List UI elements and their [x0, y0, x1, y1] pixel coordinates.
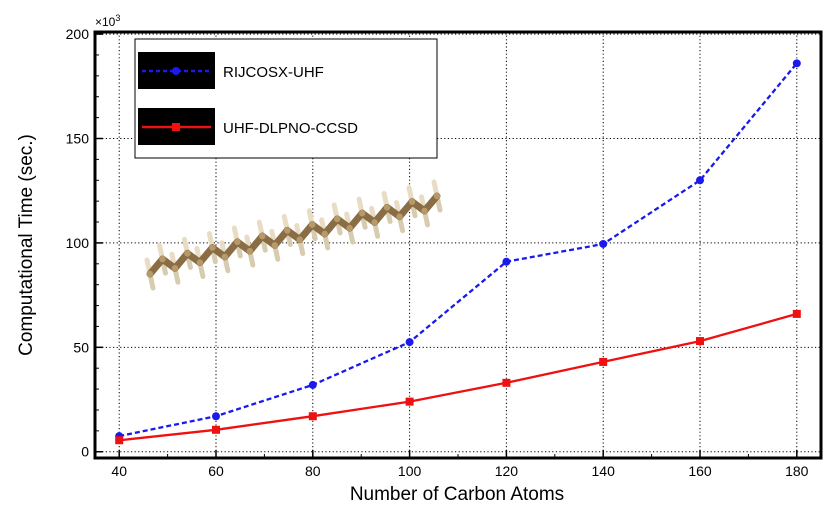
x-tick-label: 180 [785, 463, 809, 479]
x-tick-label: 160 [688, 463, 712, 479]
legend: RIJCOSX-UHF UHF-DLPNO-CCSD [134, 38, 438, 159]
molecule-carbon [146, 270, 154, 278]
legend-marker-dlpno [172, 123, 180, 131]
axis-ticks: 40 60 80 100 120 140 160 180 0 50 100 150 200 [66, 26, 809, 479]
molecule-carbon [259, 232, 266, 240]
molecule-carbon [221, 253, 229, 260]
y-multiplier-label: ×103 [95, 13, 120, 29]
molecule-carbon [383, 204, 391, 211]
data-point [696, 337, 704, 346]
y-tick-label: 100 [66, 235, 90, 251]
molecule-carbon [333, 215, 341, 223]
legend-label-rijcosx: RIJCOSX-UHF [223, 64, 324, 81]
data-point [599, 357, 608, 366]
molecule-carbon [321, 230, 328, 238]
data-point [308, 412, 317, 421]
x-tick-label: 100 [398, 463, 422, 479]
molecule-carbon [246, 247, 254, 255]
data-point [405, 338, 414, 347]
x-tick-label: 60 [208, 463, 224, 479]
data-point [502, 378, 511, 387]
molecule-carbon [296, 236, 303, 243]
data-point [502, 257, 511, 266]
molecule-carbon [396, 213, 403, 220]
data-point [696, 176, 704, 185]
legend-marker-rijcosx [172, 67, 180, 75]
data-point [792, 59, 801, 68]
molecule-carbon [234, 238, 241, 246]
data-point [405, 397, 414, 406]
molecule-carbon [346, 224, 353, 232]
x-tick-label: 120 [495, 463, 519, 479]
molecule-bond [421, 192, 441, 215]
molecule-carbon [371, 219, 378, 226]
data-point [792, 309, 801, 318]
alkane-chain-molecule [144, 179, 443, 291]
molecule-carbon [209, 244, 216, 251]
molecule-carbon [309, 221, 316, 228]
x-tick-label: 40 [111, 463, 127, 479]
molecule-carbon [271, 242, 278, 249]
series-line-uhf-dlpno-ccsd [119, 312, 798, 442]
series-layer [115, 59, 801, 445]
molecule-carbon [184, 250, 191, 257]
data-point [115, 436, 124, 445]
molecule-carbon [196, 259, 204, 266]
data-point [308, 380, 317, 389]
x-tick-label: 80 [305, 463, 321, 479]
molecule-carbon [159, 255, 166, 263]
y-tick-label: 200 [66, 26, 90, 42]
x-axis-title: Number of Carbon Atoms [350, 484, 564, 505]
molecule-carbon [358, 210, 366, 217]
y-tick-label: 0 [81, 444, 89, 460]
molecule-carbon [408, 198, 416, 205]
molecule-carbon [171, 265, 179, 272]
molecule-carbon [433, 192, 441, 200]
y-tick-label: 150 [66, 131, 90, 147]
series-line-rijcosx-uhf [118, 62, 798, 438]
y-axis-title: Computational Time (sec.) [16, 134, 37, 356]
molecule-carbon [284, 227, 291, 234]
molecule-carbon [421, 207, 428, 215]
data-point [212, 425, 220, 434]
x-tick-label: 140 [592, 463, 616, 479]
y-tick-label: 50 [73, 339, 89, 355]
legend-label-dlpno: UHF-DLPNO-CCSD [223, 120, 358, 137]
data-point [212, 412, 220, 421]
data-point [599, 239, 608, 248]
